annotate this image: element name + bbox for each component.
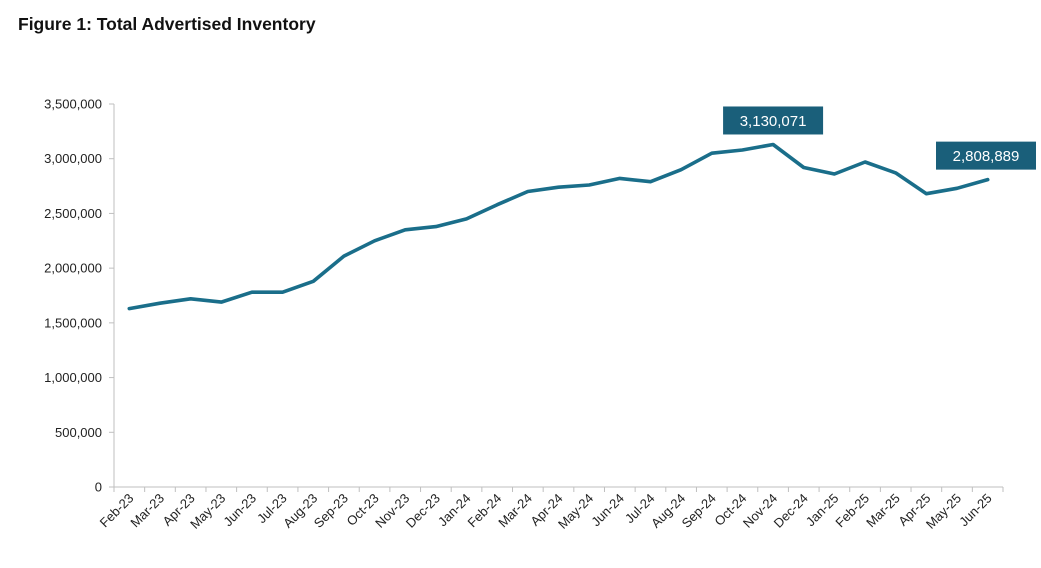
y-axis: 0 500,000 1,000,000 1,500,000 2,000,000 2,500… (44, 97, 115, 495)
data-point (189, 297, 192, 300)
callout-box (936, 141, 1036, 170)
data-point (710, 152, 713, 155)
data-point (158, 302, 162, 305)
y-tick-label: 3,000,000 (44, 151, 102, 166)
data-point (312, 280, 315, 283)
data-point (986, 178, 989, 181)
x-axis: Feb-23Mar-23Apr-23May-23Jun-23Jul-23Aug-… (97, 486, 1004, 532)
data-point (496, 203, 499, 206)
y-tick-label: 0 (95, 480, 102, 495)
x-tick-label: Feb-23 (97, 491, 137, 531)
x-tick-label: Jun-24 (588, 491, 627, 530)
callout-label: 2,808,889 (953, 148, 1020, 165)
data-point (649, 180, 652, 183)
data-point (771, 143, 775, 146)
x-tick-label: Jun-25 (956, 491, 995, 530)
y-tick-label: 1,000,000 (44, 370, 102, 385)
data-point (925, 192, 928, 195)
data-point (741, 148, 744, 152)
data-point (128, 307, 131, 310)
x-tick-label: Sep-24 (679, 491, 719, 531)
data-point (373, 239, 376, 242)
data-point (955, 187, 959, 190)
data-point (342, 254, 346, 258)
x-tick-label: Jun-23 (220, 491, 259, 530)
data-point (220, 300, 223, 304)
data-point (833, 172, 836, 176)
x-tick-label: Dec-23 (403, 491, 443, 531)
y-tick-label: 3,500,000 (44, 97, 102, 112)
data-point (557, 186, 560, 189)
data-point (588, 183, 591, 187)
data-point (250, 291, 254, 294)
y-tick-label: 2,500,000 (44, 206, 102, 221)
y-tick-label: 2,000,000 (44, 261, 102, 276)
data-point (802, 166, 805, 169)
x-tick-label: Mar-25 (863, 491, 903, 531)
data-point (434, 225, 438, 228)
x-tick-label: Dec-24 (771, 491, 811, 531)
callout-label: 3,130,071 (740, 113, 807, 130)
x-tick-label: Feb-24 (465, 491, 505, 531)
data-point (618, 177, 621, 180)
series-line (127, 142, 990, 311)
data-point (863, 160, 867, 164)
x-tick-label: Mar-23 (127, 491, 167, 531)
callout-group: 3,130,071 2,808,889 (723, 106, 1036, 170)
series-group (127, 142, 990, 311)
callout-box (723, 106, 824, 135)
y-tick-label: 1,500,000 (44, 315, 102, 330)
figure-title: Figure 1: Total Advertised Inventory (18, 14, 316, 34)
data-point (526, 190, 529, 193)
data-point (465, 217, 468, 221)
data-point (894, 171, 897, 175)
data-point (679, 168, 683, 171)
x-tick-label: Feb-25 (832, 491, 872, 531)
y-tick-label: 500,000 (55, 425, 102, 440)
x-tick-label: Mar-24 (495, 491, 535, 531)
x-tick-label: Sep-23 (311, 491, 351, 531)
data-point (281, 291, 284, 294)
data-point (404, 228, 407, 231)
